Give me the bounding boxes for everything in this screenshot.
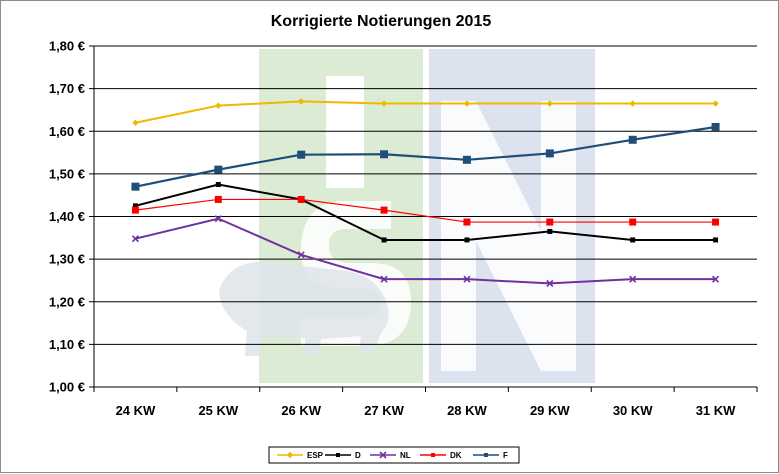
data-point — [431, 453, 435, 457]
data-point — [336, 453, 340, 457]
data-point — [380, 206, 388, 214]
legend-item-dk: DK — [420, 451, 462, 460]
data-point — [131, 235, 140, 243]
y-tick-label: 1,60 € — [49, 124, 85, 139]
data-point — [463, 275, 471, 283]
legend-label: ESP — [307, 451, 324, 460]
chart-title: Korrigierte Notierungen 2015 — [271, 13, 492, 30]
data-point — [546, 218, 554, 226]
x-tick-label: 25 KW — [198, 403, 238, 418]
x-tick-label: 27 KW — [364, 403, 404, 418]
legend-item-d: D — [325, 451, 361, 460]
x-tick-label: 30 KW — [613, 403, 653, 418]
series-d — [132, 182, 719, 243]
y-tick-label: 1,20 € — [49, 294, 85, 309]
data-point — [464, 237, 470, 243]
series-line — [135, 183, 716, 241]
series-esp — [132, 98, 719, 126]
series-layer — [131, 98, 720, 287]
data-point — [214, 195, 222, 203]
data-point — [630, 237, 636, 243]
y-tick-label: 1,00 € — [49, 380, 85, 395]
series-line — [135, 125, 716, 188]
data-point — [131, 206, 139, 214]
data-point — [214, 165, 223, 174]
series-dk — [131, 195, 720, 226]
watermark-pig-icon — [219, 261, 389, 356]
x-axis-ticks: 24 KW 25 KW 26 KW 27 KW 28 KW 29 KW 30 KW 31 KW — [93, 387, 758, 418]
data-point — [711, 122, 720, 131]
data-point — [215, 182, 221, 188]
data-point — [629, 275, 637, 283]
data-point — [381, 237, 387, 243]
data-point — [132, 203, 138, 209]
data-point — [629, 100, 636, 107]
legend-label: F — [503, 451, 508, 460]
data-point — [214, 215, 222, 223]
x-tick-label: 29 KW — [530, 403, 570, 418]
data-point — [712, 100, 719, 107]
data-point — [380, 150, 389, 159]
y-tick-label: 1,50 € — [49, 166, 85, 181]
data-point — [297, 251, 305, 259]
y-tick-label: 1,80 € — [49, 39, 85, 54]
data-point — [711, 275, 720, 283]
series-line — [135, 217, 716, 285]
series-line — [135, 100, 716, 124]
x-tick-label: 26 KW — [281, 403, 321, 418]
legend-label: D — [355, 451, 361, 460]
y-axis-ticks: 1,00 € 1,10 € 1,20 € 1,30 € 1,40 € 1,50 € 1,60… — [49, 39, 94, 395]
data-point — [713, 237, 719, 243]
data-point — [545, 149, 554, 158]
data-point — [132, 119, 139, 126]
data-point — [131, 182, 140, 191]
data-point — [462, 155, 471, 164]
data-point — [484, 453, 488, 457]
x-tick-label: 28 KW — [447, 403, 487, 418]
legend-item-nl: NL — [370, 451, 411, 460]
legend-item-f: F — [473, 451, 508, 460]
watermark-letter-i — [326, 76, 364, 188]
data-point — [463, 100, 471, 107]
y-tick-label: 1,70 € — [49, 81, 85, 96]
data-point — [546, 279, 554, 287]
data-point — [546, 100, 554, 107]
series-nl — [131, 215, 720, 287]
data-point — [286, 451, 294, 459]
data-point — [379, 451, 387, 459]
data-point — [463, 218, 471, 226]
y-tick-label: 1,40 € — [49, 209, 85, 224]
legend-item-esp: ESP — [277, 451, 324, 460]
legend: ESP D NL DK F — [268, 446, 520, 464]
series-f — [131, 122, 720, 191]
data-point — [547, 228, 553, 234]
x-tick-label: 31 KW — [696, 403, 736, 418]
data-point — [628, 135, 637, 144]
x-tick-label: 24 KW — [116, 403, 156, 418]
y-tick-label: 1,30 € — [49, 252, 85, 267]
data-point — [297, 98, 305, 105]
data-point — [215, 102, 222, 109]
legend-label: DK — [450, 451, 462, 460]
data-point — [380, 275, 388, 283]
data-point — [629, 218, 637, 226]
data-point — [297, 150, 306, 159]
series-line — [135, 198, 716, 223]
y-tick-label: 1,10 € — [49, 337, 85, 352]
legend-label: NL — [400, 451, 411, 460]
data-point — [380, 100, 388, 107]
data-point — [297, 195, 305, 203]
data-point — [712, 218, 720, 226]
